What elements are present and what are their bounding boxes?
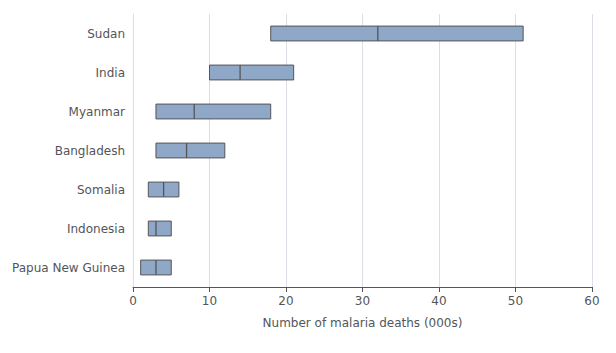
svg-text:60: 60 <box>584 294 599 308</box>
svg-text:40: 40 <box>431 294 446 308</box>
svg-text:Sudan: Sudan <box>87 27 125 41</box>
svg-text:Indonesia: Indonesia <box>67 222 125 236</box>
svg-text:Bangladesh: Bangladesh <box>55 144 125 158</box>
svg-text:10: 10 <box>202 294 217 308</box>
svg-text:0: 0 <box>129 294 137 308</box>
svg-text:50: 50 <box>508 294 523 308</box>
svg-text:20: 20 <box>278 294 293 308</box>
svg-text:30: 30 <box>355 294 370 308</box>
svg-text:Myanmar: Myanmar <box>69 105 125 119</box>
svg-text:India: India <box>96 66 125 80</box>
svg-text:Number of malaria deaths (000s: Number of malaria deaths (000s) <box>263 316 463 330</box>
svg-text:Somalia: Somalia <box>77 183 125 197</box>
svg-text:Papua New Guinea: Papua New Guinea <box>12 261 125 275</box>
